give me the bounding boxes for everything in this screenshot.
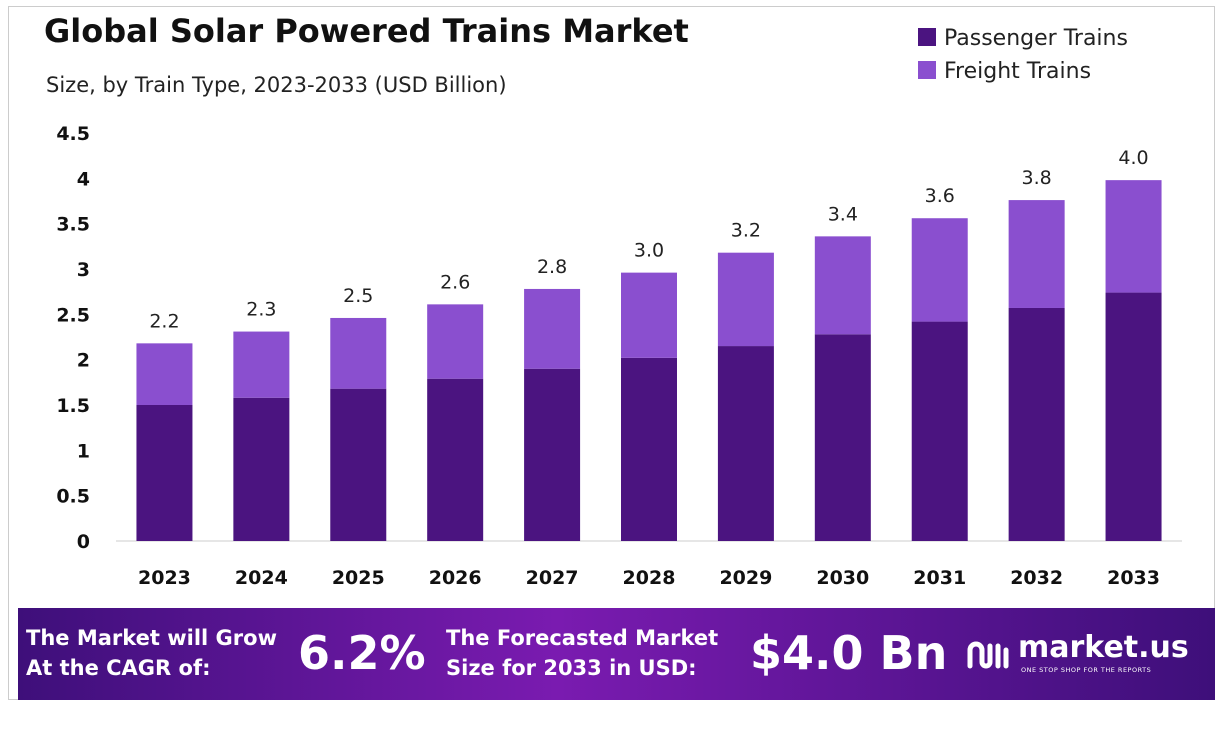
total-label: 2.6 (440, 271, 470, 293)
total-label: 2.5 (343, 285, 373, 307)
bar (1105, 180, 1162, 293)
total-label: 2.3 (246, 299, 276, 321)
y-tick-label: 3 (77, 259, 90, 281)
tagline: ONE STOP SHOP FOR THE REPORTS (1021, 666, 1152, 674)
total-label: 3.4 (828, 203, 858, 225)
y-tick-label: 1 (77, 440, 90, 462)
bar (911, 218, 968, 322)
total-label: 3.8 (1022, 167, 1052, 189)
banner: The Market will Grow At the CAGR of: 6.2… (18, 608, 1215, 700)
total-label: 2.8 (537, 256, 567, 278)
y-tick-label: 1.5 (56, 395, 90, 417)
bar (427, 378, 484, 541)
brand-logo (967, 641, 1009, 669)
legend-label: Freight Trains (944, 59, 1091, 84)
bar (427, 304, 484, 379)
total-label: 2.2 (149, 310, 179, 332)
bar (621, 357, 677, 541)
bar (814, 236, 871, 335)
x-tick-label: 2025 (332, 567, 385, 589)
x-tick-label: 2031 (913, 567, 966, 589)
bar (330, 317, 387, 389)
y-tick-label: 0 (77, 531, 90, 553)
x-tick-label: 2029 (719, 567, 772, 589)
x-tick-label: 2027 (526, 567, 579, 589)
bar (233, 331, 290, 398)
bar (1008, 200, 1065, 308)
chart-subtitle: Size, by Train Type, 2023-2033 (USD Bill… (46, 73, 507, 97)
cagr-text-1: The Market will Grow (26, 626, 277, 650)
bar (330, 388, 387, 541)
cagr-value: 6.2% (298, 626, 426, 680)
y-tick-label: 2 (77, 350, 90, 372)
bar (717, 346, 774, 541)
legend-swatch (918, 61, 936, 79)
bar (1008, 307, 1065, 541)
bar (233, 397, 290, 541)
y-tick-label: 4 (77, 168, 90, 190)
y-tick-label: 3.5 (56, 214, 90, 236)
forecast-value: $4.0 Bn (750, 626, 948, 680)
chart-title: Global Solar Powered Trains Market (44, 12, 689, 50)
bar (1105, 292, 1162, 541)
x-tick-label: 2023 (138, 567, 191, 589)
legend-swatch (918, 28, 936, 46)
bar (524, 368, 581, 541)
bar (136, 405, 193, 541)
x-tick-label: 2030 (816, 567, 869, 589)
total-label: 3.0 (634, 240, 664, 262)
total-label: 4.0 (1118, 147, 1148, 169)
y-tick-label: 4.5 (56, 123, 90, 145)
x-tick-label: 2026 (429, 567, 482, 589)
forecast-text-2: Size for 2033 in USD: (446, 656, 697, 680)
bar (621, 272, 677, 358)
bar (911, 321, 968, 541)
y-tick-label: 2.5 (56, 304, 90, 326)
brand: market.us (1018, 630, 1189, 665)
bar (717, 252, 774, 347)
x-tick-label: 2033 (1107, 567, 1160, 589)
total-label: 3.2 (731, 220, 761, 242)
forecast-text-1: The Forecasted Market (446, 626, 719, 650)
bar (524, 288, 581, 369)
cagr-text-2: At the CAGR of: (26, 656, 211, 680)
x-tick-label: 2028 (623, 567, 676, 589)
x-tick-label: 2024 (235, 567, 288, 589)
total-label: 3.6 (925, 185, 955, 207)
legend-label: Passenger Trains (944, 26, 1128, 51)
bar (136, 343, 193, 405)
x-tick-label: 2032 (1010, 567, 1063, 589)
y-tick-label: 0.5 (56, 486, 90, 508)
bar (814, 334, 871, 541)
